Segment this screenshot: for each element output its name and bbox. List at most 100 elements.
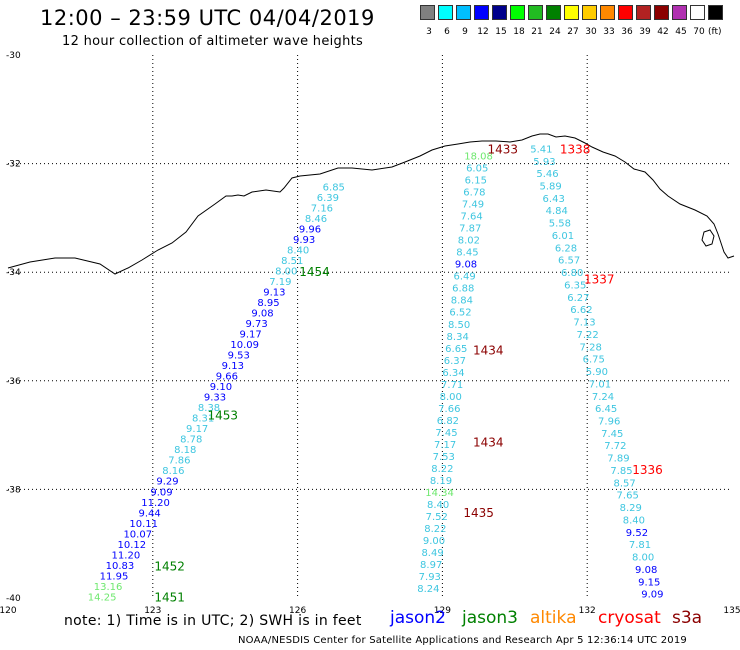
pass-time-label: 1434 xyxy=(473,436,504,450)
lat-tick-label: -32 xyxy=(6,160,21,170)
wave-height-label: 6.43 xyxy=(543,194,565,205)
wave-height-label: 7.93 xyxy=(419,572,441,583)
pass-1451: 14.2513.1611.9510.8311.2010.1210.0710.11… xyxy=(88,182,345,604)
pass-1338: 5.41 5.935.46 5.896.434.84 5.586.016.28 6.57… xyxy=(530,142,663,600)
colorbar-swatch xyxy=(636,5,651,20)
wave-height-label: 5.93 xyxy=(533,157,555,168)
wave-height-label: 9.09 xyxy=(150,487,172,498)
wave-height-label: 14.25 xyxy=(88,592,117,603)
wave-height-label: 8.78 xyxy=(180,435,202,446)
wave-height-label: 8.50 xyxy=(448,320,470,331)
wave-height-label: 8.95 xyxy=(257,298,279,309)
wave-height-label: 6.62 xyxy=(570,305,592,316)
colorbar-swatch xyxy=(564,5,579,20)
wave-height-label: 9.17 xyxy=(240,330,262,341)
pass-time-label: 1337 xyxy=(584,273,615,287)
wave-height-label: 8.24 xyxy=(417,584,439,595)
wave-height-label: 5.90 xyxy=(586,367,608,378)
lon-tick-label: 132 xyxy=(579,606,596,616)
wave-height-label: 6.65 xyxy=(445,344,467,355)
wave-height-label: 9.13 xyxy=(222,361,244,372)
wave-height-label: 8.97 xyxy=(420,560,442,571)
wave-height-label: 9.08 xyxy=(635,565,657,576)
wave-height-label: 8.00 xyxy=(275,267,297,278)
wave-height-label: 9.00 xyxy=(423,536,445,547)
colorbar-swatch xyxy=(492,5,507,20)
colorbar-swatch xyxy=(690,5,705,20)
wave-height-label: 7.28 xyxy=(580,342,602,353)
colorbar-unit: (ft) xyxy=(708,27,722,37)
wave-height-label: 9.09 xyxy=(641,590,663,601)
wave-height-label: 5.46 xyxy=(536,169,558,180)
wave-height-label: 6.57 xyxy=(558,256,580,267)
wave-height-label: 10.11 xyxy=(129,519,158,530)
wave-height-label: 8.18 xyxy=(174,445,196,456)
credit-line: NOAA/NESDIS Center for Satellite Applica… xyxy=(238,635,687,646)
wave-height-label: 9.66 xyxy=(216,372,238,383)
colorbar-label: 30 xyxy=(585,27,597,37)
legend-item-jason2: jason2 xyxy=(390,608,446,628)
wave-height-label: 11.20 xyxy=(112,550,141,561)
wave-height-label: 18.08 xyxy=(464,151,493,162)
wave-height-label: 9.10 xyxy=(210,382,232,393)
legend-item-jason3: jason3 xyxy=(462,608,518,628)
colorbar-label: 70 xyxy=(693,27,705,37)
island-outline xyxy=(701,229,715,247)
wave-height-label: 9.44 xyxy=(139,508,161,519)
wave-height-label: 10.12 xyxy=(118,540,147,551)
wave-height-label: 5.58 xyxy=(549,219,571,230)
colorbar-swatch xyxy=(420,5,435,20)
wave-height-label: 8.49 xyxy=(421,548,443,559)
lat-lon-grid xyxy=(8,55,732,598)
wave-height-label: 7.22 xyxy=(576,330,598,341)
wave-height-label: 6.15 xyxy=(465,175,487,186)
wave-height-label: 9.29 xyxy=(156,477,178,488)
wave-height-label: 6.01 xyxy=(552,231,574,242)
pass-time-label: 1338 xyxy=(560,142,591,156)
wave-height-label: 6.28 xyxy=(555,243,577,254)
wave-height-label: 10.07 xyxy=(123,529,152,540)
wave-height-label: 4.84 xyxy=(546,206,568,217)
map-subtitle: 12 hour collection of altimeter wave hei… xyxy=(62,34,364,49)
wave-height-label: 8.16 xyxy=(162,466,184,477)
colorbar-swatch xyxy=(618,5,633,20)
wave-height-label: 9.33 xyxy=(204,393,226,404)
wave-height-label: 8.34 xyxy=(447,332,469,343)
wave-height-label: 7.19 xyxy=(269,277,291,288)
colorbar-swatch xyxy=(528,5,543,20)
colorbar-label: 18 xyxy=(513,27,525,37)
lon-tick-label: 126 xyxy=(289,606,306,616)
wave-height-label: 8.51 xyxy=(281,256,303,267)
wave-height-label: 7.71 xyxy=(441,380,463,391)
colorbar-swatch xyxy=(582,5,597,20)
pass-time-label: 1433 xyxy=(487,142,518,156)
colorbar-swatch xyxy=(708,5,723,20)
wave-height-label: 8.00 xyxy=(440,392,462,403)
wave-height-label: 9.08 xyxy=(251,309,273,320)
pass-time-label: 1434 xyxy=(473,343,504,357)
colorbar-swatch xyxy=(456,5,471,20)
legend-item-cryosat: cryosat xyxy=(598,608,661,628)
wave-height-label: 7.45 xyxy=(601,429,623,440)
wave-height-label: 7.53 xyxy=(433,452,455,463)
wave-height-label: 6.45 xyxy=(595,404,617,415)
wave-height-label: 6.75 xyxy=(583,355,605,366)
wave-height-label: 7.65 xyxy=(617,491,639,502)
colorbar-label: 24 xyxy=(549,27,561,37)
colorbar-swatch xyxy=(546,5,561,20)
lon-tick-label: 123 xyxy=(144,606,161,616)
wave-height-label: 6.78 xyxy=(463,188,485,199)
wave-height-label: 6.37 xyxy=(444,356,466,367)
lon-tick-label: 120 xyxy=(0,606,17,616)
colorbar-label: 42 xyxy=(657,27,669,37)
wave-height-label: 9.73 xyxy=(245,319,267,330)
wave-height-label: 7.66 xyxy=(438,404,460,415)
wave-height-label: 9.96 xyxy=(299,224,321,235)
wave-height-label: 9.53 xyxy=(228,351,250,362)
wave-height-label: 8.40 xyxy=(287,245,309,256)
colorbar-label: 39 xyxy=(639,27,651,37)
pass-time-label: 1453 xyxy=(208,408,239,422)
legend-item-s3a: s3a xyxy=(672,608,703,628)
colorbar-label: 3 xyxy=(426,27,432,37)
